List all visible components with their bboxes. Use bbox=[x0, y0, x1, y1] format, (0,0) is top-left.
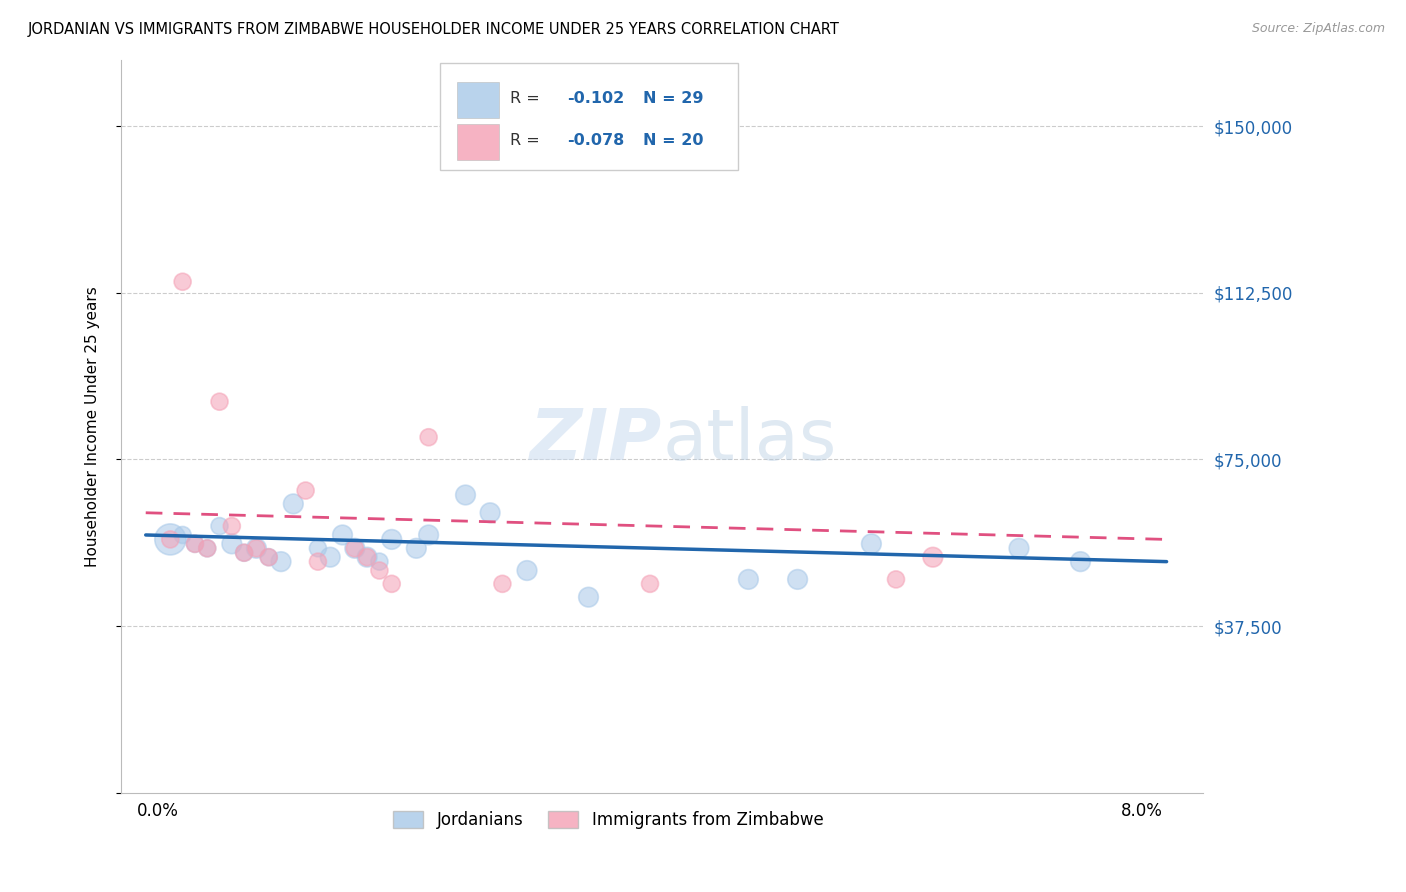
Point bbox=[368, 564, 391, 578]
Point bbox=[860, 537, 883, 551]
Point bbox=[184, 537, 207, 551]
Point bbox=[319, 550, 342, 565]
Point bbox=[159, 533, 181, 547]
FancyBboxPatch shape bbox=[457, 124, 499, 160]
FancyBboxPatch shape bbox=[440, 63, 738, 169]
Point bbox=[221, 537, 243, 551]
Point bbox=[356, 550, 378, 565]
Point bbox=[884, 573, 907, 587]
Point bbox=[294, 483, 316, 498]
Point bbox=[307, 555, 329, 569]
Text: JORDANIAN VS IMMIGRANTS FROM ZIMBABWE HOUSEHOLDER INCOME UNDER 25 YEARS CORRELAT: JORDANIAN VS IMMIGRANTS FROM ZIMBABWE HO… bbox=[28, 22, 839, 37]
FancyBboxPatch shape bbox=[457, 81, 499, 118]
Text: N = 20: N = 20 bbox=[643, 133, 703, 148]
Point bbox=[418, 528, 440, 542]
Point bbox=[257, 550, 280, 565]
Point bbox=[159, 533, 181, 547]
Point bbox=[208, 519, 231, 533]
Point bbox=[1069, 555, 1091, 569]
Text: R =: R = bbox=[510, 91, 544, 106]
Point bbox=[257, 550, 280, 565]
Text: Source: ZipAtlas.com: Source: ZipAtlas.com bbox=[1251, 22, 1385, 36]
Point bbox=[184, 537, 207, 551]
Point bbox=[233, 546, 256, 560]
Point bbox=[479, 506, 502, 520]
Text: ZIP: ZIP bbox=[530, 406, 662, 475]
Point bbox=[405, 541, 427, 556]
Point bbox=[195, 541, 218, 556]
Point bbox=[418, 430, 440, 444]
Point bbox=[343, 541, 366, 556]
Point bbox=[786, 573, 808, 587]
Point bbox=[221, 519, 243, 533]
Point bbox=[195, 541, 218, 556]
Y-axis label: Householder Income Under 25 years: Householder Income Under 25 years bbox=[86, 285, 100, 566]
Text: -0.078: -0.078 bbox=[567, 133, 624, 148]
Point bbox=[245, 541, 267, 556]
Point bbox=[368, 555, 391, 569]
Text: R =: R = bbox=[510, 133, 544, 148]
Point bbox=[233, 546, 256, 560]
Point bbox=[356, 550, 378, 565]
Point bbox=[454, 488, 477, 502]
Point bbox=[332, 528, 354, 542]
Point bbox=[381, 533, 404, 547]
Point bbox=[638, 577, 661, 591]
Text: -0.102: -0.102 bbox=[567, 91, 624, 106]
Point bbox=[172, 528, 194, 542]
Point bbox=[270, 555, 292, 569]
Text: atlas: atlas bbox=[662, 406, 837, 475]
Point bbox=[737, 573, 759, 587]
Point bbox=[516, 564, 538, 578]
Point bbox=[172, 275, 194, 289]
Point bbox=[1008, 541, 1031, 556]
Point bbox=[381, 577, 404, 591]
Point bbox=[307, 541, 329, 556]
Point bbox=[343, 541, 366, 556]
Legend: Jordanians, Immigrants from Zimbabwe: Jordanians, Immigrants from Zimbabwe bbox=[387, 804, 830, 836]
Point bbox=[922, 550, 945, 565]
Text: N = 29: N = 29 bbox=[643, 91, 703, 106]
Point bbox=[491, 577, 513, 591]
Point bbox=[283, 497, 305, 511]
Point bbox=[208, 394, 231, 409]
Point bbox=[578, 590, 600, 604]
Point bbox=[245, 541, 267, 556]
